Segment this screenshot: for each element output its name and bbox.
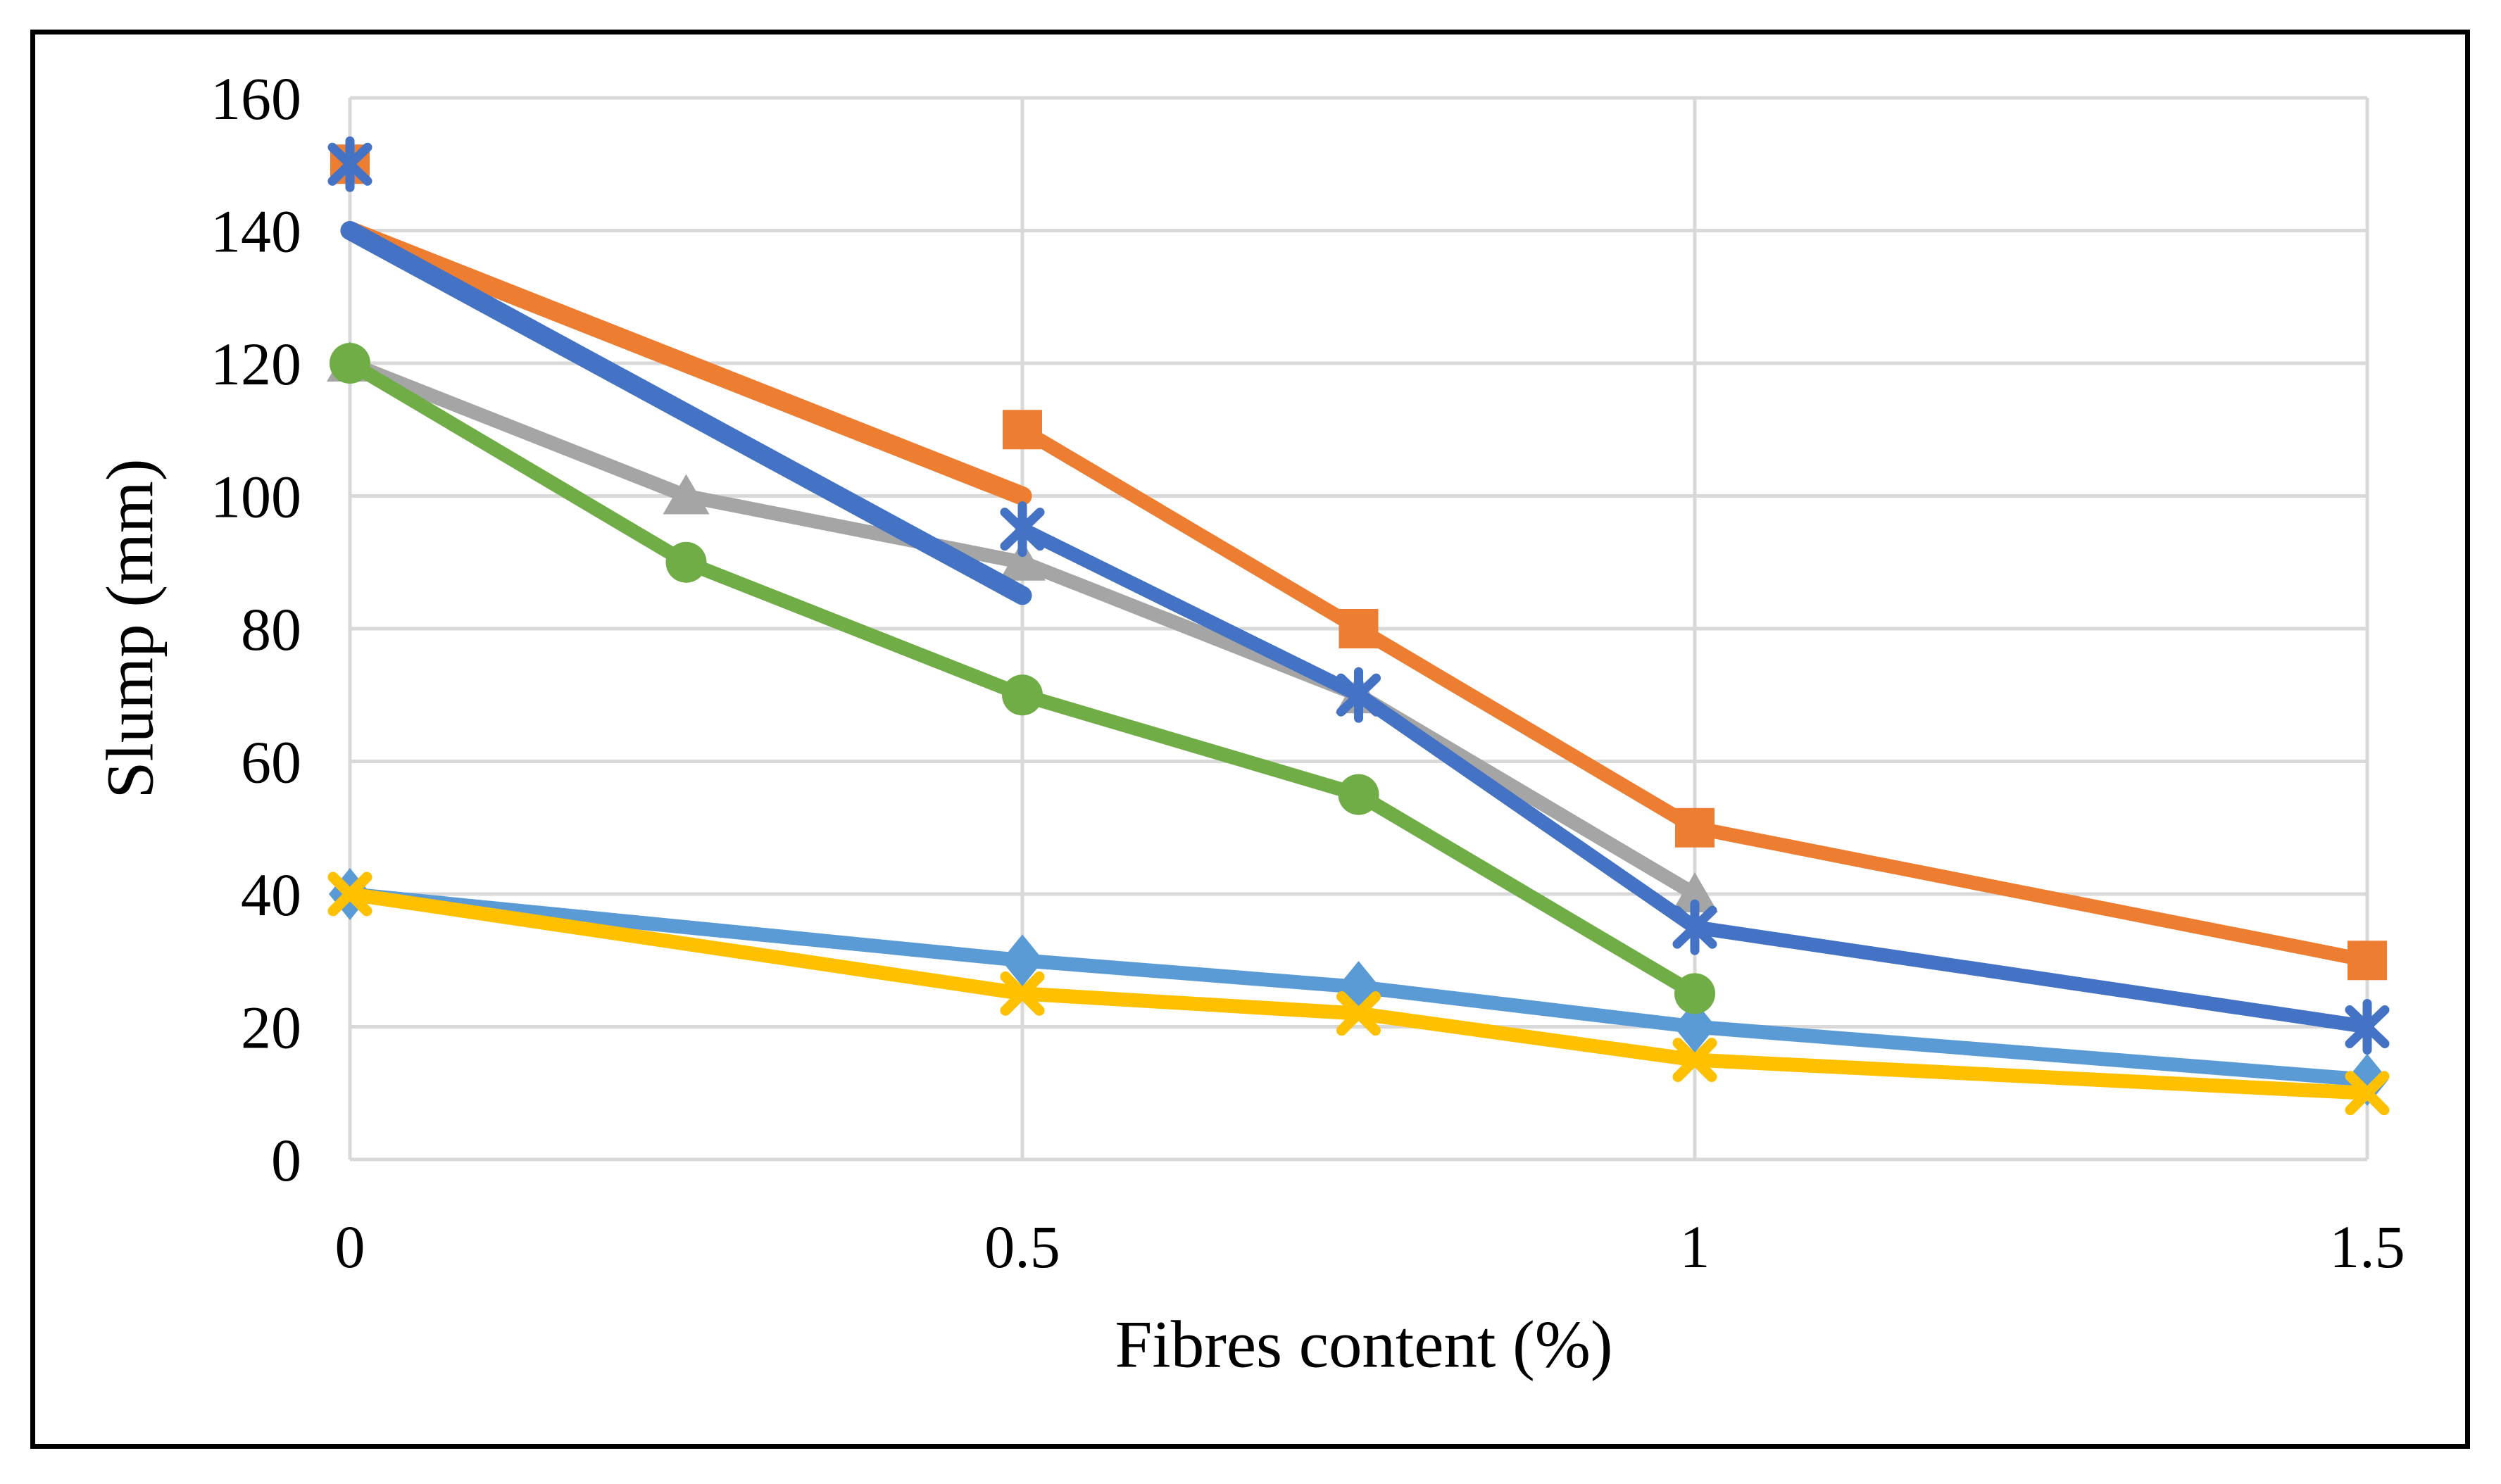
- green-circle-series: [330, 343, 1715, 1014]
- orange-plain-line: [340, 221, 1032, 505]
- tick-labels: 0 20 40 60 80 100 120 140 160 0 0.5 1 1.5: [211, 65, 2405, 1281]
- x-tick-0: 0: [335, 1213, 365, 1281]
- y-axis-title: Slump (mm): [92, 458, 168, 799]
- blue-star-series-star-marker: [327, 142, 372, 186]
- yellow-x-series-x-marker: [1000, 971, 1045, 1016]
- green-circle-series-circle-marker: [665, 541, 707, 583]
- y-tick-40: 40: [241, 861, 301, 929]
- x-tick-0.5: 0.5: [984, 1213, 1060, 1281]
- figure-border: [30, 30, 2470, 1449]
- green-circle-series-circle-marker: [1338, 774, 1379, 815]
- x-tick-1.5: 1.5: [2329, 1213, 2405, 1281]
- y-tick-120: 120: [211, 330, 301, 398]
- blue-star-series: [327, 136, 2390, 1055]
- y-tick-140: 140: [211, 198, 301, 265]
- y-tick-0: 0: [271, 1126, 301, 1194]
- blue-star-series-star-marker: [1000, 508, 1045, 551]
- gray-triangle-series-triangle-marker: [999, 540, 1046, 581]
- lightblue-diamond-series-diamond-marker: [1674, 1000, 1716, 1053]
- y-tick-100: 100: [211, 463, 301, 531]
- y-tick-160: 160: [211, 65, 301, 132]
- blue-plain-line-line: [340, 221, 1032, 605]
- orange-square-series-square-marker: [2348, 941, 2387, 981]
- gray-triangle-series-triangle-marker: [663, 474, 710, 515]
- yellow-x-series-x-marker: [1672, 1038, 1717, 1083]
- yellow-x-series: [327, 872, 2390, 1116]
- blue-star-series-star-marker: [2345, 1005, 2390, 1048]
- green-circle-series-circle-marker: [330, 343, 370, 384]
- gridlines: [348, 96, 2369, 1162]
- x-tick-1: 1: [1680, 1213, 1710, 1281]
- orange-square-series-square-marker: [1003, 410, 1042, 450]
- gray-triangle-series-triangle-marker: [1672, 872, 1718, 912]
- orange-square-series-square-marker: [1339, 609, 1379, 648]
- yellow-x-series-x-marker: [2345, 1071, 2390, 1116]
- orange-square-series-square-marker: [1675, 807, 1715, 848]
- orange-square-series: [330, 144, 2387, 981]
- green-circle-series-circle-marker: [1002, 674, 1043, 716]
- orange-plain-line-line: [340, 221, 1032, 505]
- y-tick-20: 20: [241, 994, 301, 1062]
- blue-plain-line: [340, 221, 1032, 605]
- yellow-x-series-x-marker: [1336, 991, 1381, 1036]
- y-tick-80: 80: [241, 596, 301, 663]
- blue-star-series-line: [1015, 522, 2374, 1034]
- green-circle-series-circle-marker: [1674, 973, 1715, 1014]
- yellow-x-series-x-marker: [327, 872, 372, 917]
- x-axis-title: Fibres content (%): [1115, 1307, 1613, 1382]
- blue-star-series-star-marker: [1336, 673, 1381, 717]
- blue-star-series-star-marker: [1672, 905, 1717, 949]
- orange-square-series-line: [1015, 422, 2374, 968]
- lightblue-diamond-series-diamond-marker: [1001, 934, 1043, 987]
- y-tick-60: 60: [241, 729, 301, 796]
